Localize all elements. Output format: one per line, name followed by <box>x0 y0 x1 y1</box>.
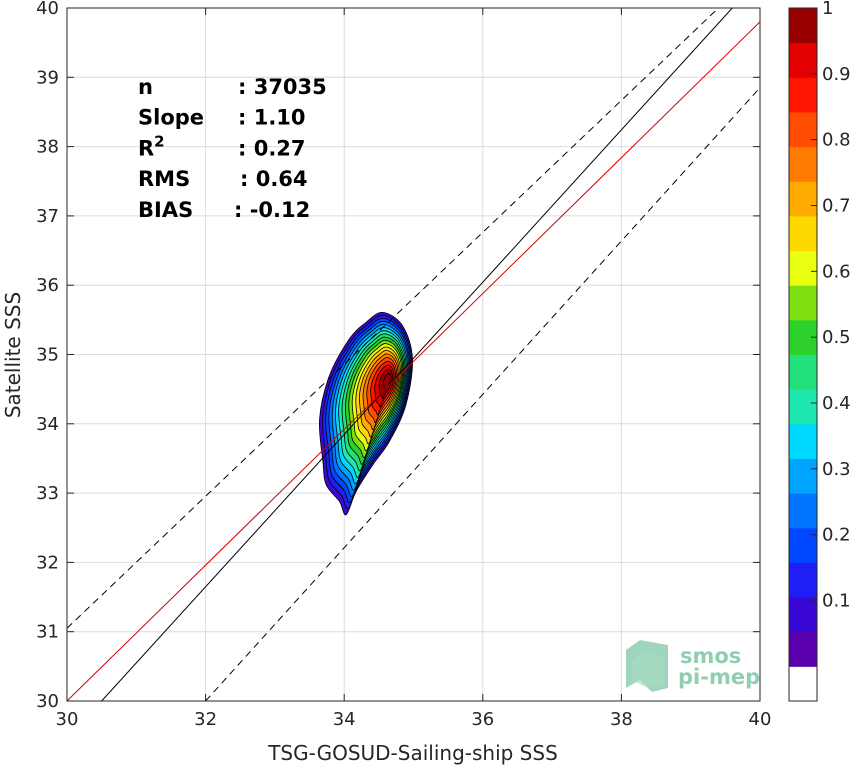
regression-line <box>67 21 760 701</box>
colorbar-tick-label: 0.9 <box>822 64 851 85</box>
stat-name: n <box>138 75 153 99</box>
colorbar-tick-label: 0.2 <box>822 525 851 546</box>
x-tick-label: 32 <box>194 709 217 730</box>
stat-name: BIAS <box>138 198 193 222</box>
colorbar-tick-label: 0.4 <box>822 393 851 414</box>
upper-bound-line <box>67 8 719 629</box>
reference-lines <box>67 8 760 701</box>
x-tick-label: 38 <box>610 709 633 730</box>
colorbar-tick-label: 0.3 <box>822 459 851 480</box>
colorbar-band <box>789 146 817 182</box>
colorbar-frame <box>788 7 818 702</box>
x-tick-label: 40 <box>749 709 772 730</box>
stat-name: RMS <box>138 167 190 191</box>
smos-pimep-logo: smos pi-mep <box>626 640 760 692</box>
colorbar-tick-label: 0.5 <box>822 327 851 348</box>
colorbar-band <box>789 77 817 113</box>
x-tick-label: 34 <box>333 709 356 730</box>
colorbar-band <box>789 181 817 217</box>
colorbar-band <box>789 458 817 494</box>
colorbar-band <box>789 250 817 286</box>
colorbar-band <box>789 215 817 252</box>
y-tick-label: 34 <box>36 414 59 435</box>
colorbar-band <box>789 285 817 321</box>
x-axis-label: TSG-GOSUD-Sailing-ship SSS <box>267 741 558 765</box>
colorbar-band <box>789 8 817 44</box>
colorbar-band <box>789 597 817 633</box>
colorbar-band <box>789 631 817 667</box>
x-tick-label: 30 <box>56 709 79 730</box>
colorbar-band <box>789 111 817 148</box>
lower-bound-line <box>205 87 760 701</box>
y-tick-label: 35 <box>36 345 59 366</box>
logo-graphic-layer-icon <box>632 652 664 688</box>
stat-name: Slope <box>138 106 204 130</box>
y-tick-label: 39 <box>36 67 59 88</box>
y-tick-label: 36 <box>36 275 59 296</box>
stat-value: : 0.27 <box>238 136 306 160</box>
stat-value: : -0.12 <box>234 198 310 222</box>
y-tick-label: 31 <box>36 622 59 643</box>
y-tick-label: 32 <box>36 552 59 573</box>
colorbar-band <box>789 354 817 390</box>
colorbar: 0.1 0.2 0.3 0.4 0.5 0.6 0.7 0.8 0.9 1 <box>788 0 851 702</box>
colorbar-tick-label: 0.7 <box>822 196 851 217</box>
colorbar-band <box>789 666 817 702</box>
x-tick-label: 36 <box>471 709 494 730</box>
colorbar-tick-label: 0.1 <box>822 591 851 612</box>
y-tick-label: 37 <box>36 206 59 227</box>
colorbar-band <box>789 42 817 78</box>
colorbar-band <box>789 562 817 598</box>
y-axis-label: Satellite SSS <box>1 292 25 418</box>
logo-text-line1: smos <box>680 644 741 668</box>
colorbar-band <box>789 527 817 563</box>
y-tick-label: 33 <box>36 483 59 504</box>
one-to-one-line <box>101 8 733 701</box>
x-axis: 30 32 34 36 38 40 <box>56 8 772 730</box>
y-tick-label: 40 <box>36 0 59 19</box>
stat-value: : 0.64 <box>240 167 308 191</box>
colorbar-tick-label: 1 <box>822 0 833 19</box>
colorbar-tick-label: 0.8 <box>822 130 851 151</box>
y-axis: 30 31 32 33 34 35 36 37 38 39 40 <box>36 0 760 712</box>
colorbar-tick-label: 0.6 <box>822 261 851 282</box>
logo-text-line2: pi-mep <box>678 665 760 689</box>
stat-value: : 37035 <box>238 75 327 99</box>
y-tick-label: 38 <box>36 137 59 158</box>
grid <box>66 7 761 702</box>
colorbar-band <box>789 389 817 425</box>
stat-value: : 1.10 <box>238 106 306 130</box>
colorbar-band <box>789 493 817 529</box>
y-tick-label: 30 <box>36 691 59 712</box>
colorbar-band <box>789 423 817 459</box>
